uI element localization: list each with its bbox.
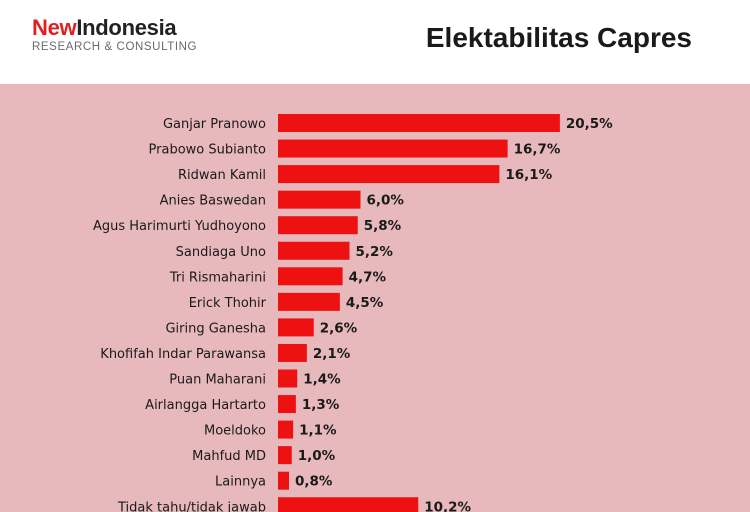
- bar: [278, 446, 292, 465]
- bar: [278, 292, 340, 311]
- data-label: 1,4%: [303, 372, 341, 388]
- data-label: 5,8%: [364, 218, 402, 234]
- data-label: 1,1%: [299, 423, 337, 439]
- category-label: Giring Ganesha: [165, 321, 266, 336]
- category-label: Ganjar Pranowo: [163, 117, 266, 132]
- bar: [278, 395, 296, 414]
- data-label: 0,8%: [295, 474, 333, 490]
- category-label: Mahfud MD: [192, 449, 266, 464]
- category-label: Puan Maharani: [169, 373, 266, 388]
- bar: [278, 497, 419, 512]
- category-label: Tri Rismaharini: [169, 270, 266, 285]
- category-label: Tidak tahu/tidak jawab: [117, 500, 266, 512]
- brand-name: NewIndonesia: [32, 16, 197, 40]
- data-label: 1,0%: [298, 448, 336, 464]
- category-label: Moeldoko: [204, 424, 266, 439]
- bar: [278, 343, 307, 362]
- category-label: Sandiaga Uno: [176, 245, 266, 260]
- bar: [278, 190, 361, 209]
- category-label: Lainnya: [215, 475, 266, 490]
- bar: [278, 369, 298, 388]
- data-label: 4,7%: [349, 269, 387, 285]
- bar: [278, 318, 314, 337]
- data-label: 1,3%: [302, 397, 340, 413]
- data-label: 6,0%: [367, 193, 405, 209]
- bar-chart: Ganjar Pranowo 20,5% Prabowo Subianto 16,7%…: [93, 114, 613, 512]
- bar: [278, 216, 358, 235]
- bar: [278, 139, 508, 158]
- bar: [278, 267, 343, 286]
- header: NewIndonesia RESEARCH & CONSULTING Elekt…: [0, 0, 750, 84]
- category-label: Prabowo Subianto: [149, 143, 267, 158]
- brand-name-part2: Indonesia: [76, 15, 177, 40]
- data-label: 5,2%: [356, 244, 394, 260]
- bar: [278, 165, 500, 184]
- data-label: 4,5%: [346, 295, 384, 311]
- data-label: 2,6%: [320, 320, 358, 336]
- chart-panel: Ganjar Pranowo 20,5% Prabowo Subianto 16,7%…: [0, 84, 750, 512]
- data-label: 10,2%: [424, 499, 471, 512]
- data-label: 2,1%: [313, 346, 351, 362]
- data-label: 16,1%: [505, 167, 552, 183]
- category-label: Khofifah Indar Parawansa: [100, 347, 266, 362]
- category-label: Agus Harimurti Yudhoyono: [93, 219, 266, 234]
- category-label: Airlangga Hartarto: [145, 398, 266, 413]
- bar: [278, 420, 294, 439]
- brand-tagline: RESEARCH & CONSULTING: [32, 41, 198, 53]
- category-label: Ridwan Kamil: [178, 168, 266, 183]
- chart-title: Elektabilitas Capres: [425, 22, 692, 53]
- bar: [278, 241, 350, 260]
- category-label: Anies Baswedan: [160, 194, 266, 209]
- category-label: Erick Thohir: [189, 296, 267, 311]
- brand-logo: NewIndonesia RESEARCH & CONSULTING: [32, 16, 198, 54]
- data-label: 16,7%: [514, 142, 561, 158]
- data-label: 20,5%: [566, 116, 613, 132]
- bar: [278, 114, 560, 132]
- bar: [278, 471, 289, 490]
- brand-name-part1: New: [32, 15, 77, 40]
